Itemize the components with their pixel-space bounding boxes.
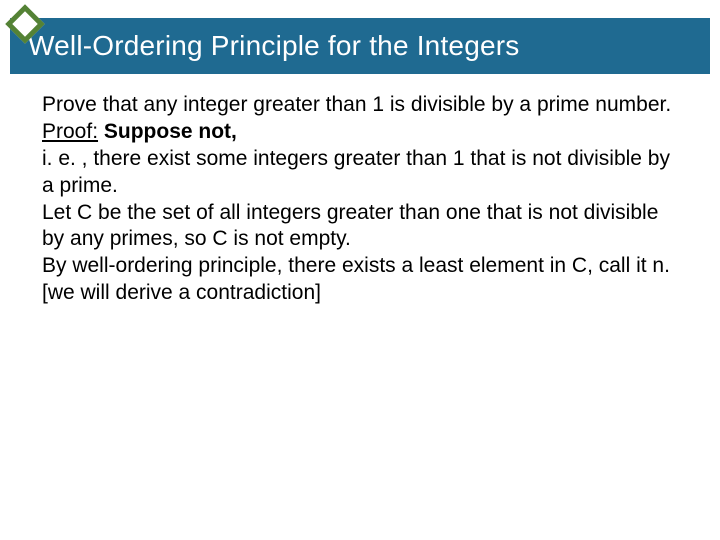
proof-statement: Prove that any integer greater than 1 is… [42,92,680,119]
proof-suppose-line: Proof: Suppose not, [42,119,680,146]
slide: Well-Ordering Principle for the Integers… [0,0,720,540]
proof-body: Prove that any integer greater than 1 is… [42,92,680,307]
suppose-not: Suppose not, [104,120,237,143]
proof-let-c: Let C be the set of all integers greater… [42,200,680,254]
proof-by-wop: By well-ordering principle, there exists… [42,253,680,307]
diamond-icon [5,4,45,44]
header-bar: Well-Ordering Principle for the Integers [10,18,710,74]
proof-ie-line: i. e. , there exist some integers greate… [42,146,680,200]
slide-title: Well-Ordering Principle for the Integers [10,30,519,62]
proof-label: Proof: [42,120,98,143]
